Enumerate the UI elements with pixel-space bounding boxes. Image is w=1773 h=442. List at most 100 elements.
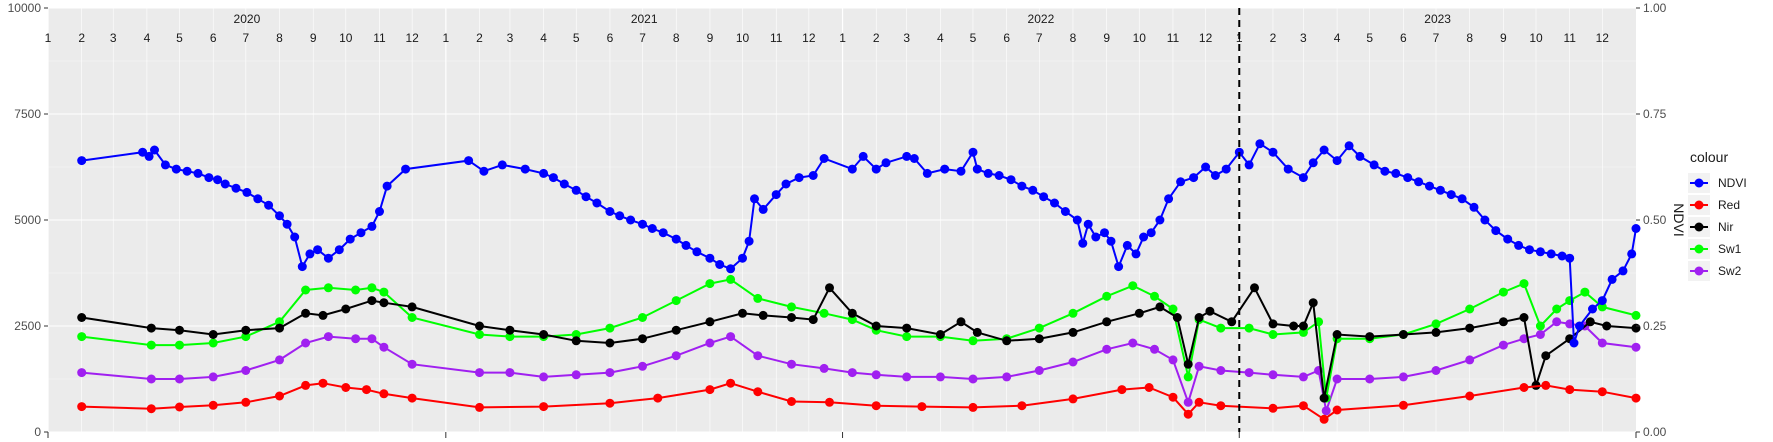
data-point-red <box>208 400 218 410</box>
data-point-sw2 <box>1216 366 1226 375</box>
data-point-ndvi <box>1435 185 1445 195</box>
legend-label: Nir <box>1718 220 1733 234</box>
data-point-ndvi <box>794 173 804 183</box>
month-label: 12 <box>802 31 816 45</box>
data-point-nir <box>1298 321 1308 331</box>
data-point-nir <box>1034 334 1044 344</box>
data-point-ndvi <box>1355 151 1365 161</box>
data-point-ndvi <box>1369 160 1379 170</box>
data-point-ndvi <box>367 221 377 231</box>
data-point-nir <box>407 302 417 312</box>
data-point-nir <box>77 313 87 322</box>
data-point-red <box>77 402 87 412</box>
month-label: 2 <box>1270 31 1277 45</box>
data-point-ndvi <box>1380 166 1390 176</box>
data-point-ndvi <box>781 179 791 189</box>
data-point-ndvi <box>1446 190 1456 200</box>
data-point-sw2 <box>1102 344 1112 354</box>
data-point-ndvi <box>1255 139 1265 149</box>
data-point-ndvi <box>1028 185 1038 195</box>
month-label: 10 <box>339 31 353 45</box>
data-point-red <box>1565 385 1575 395</box>
data-point-red <box>1216 401 1226 411</box>
data-point-sw2 <box>1597 338 1607 348</box>
data-point-ndvi <box>1588 304 1597 314</box>
data-point-ndvi <box>871 164 881 174</box>
data-point-nir <box>1332 330 1342 339</box>
data-point-nir <box>1398 330 1408 339</box>
data-point-sw2 <box>146 374 156 384</box>
year-label: 2020 <box>234 12 261 26</box>
data-point-ndvi <box>1210 171 1220 180</box>
data-point-ndvi <box>282 219 292 229</box>
data-point-ndvi <box>1100 228 1109 238</box>
data-point-ndvi <box>956 166 966 176</box>
data-point-ndvi <box>1391 168 1401 178</box>
data-point-ndvi <box>858 151 868 161</box>
data-point-nir <box>871 321 881 331</box>
data-point-ndvi <box>1618 266 1628 276</box>
data-point-ndvi <box>1631 224 1641 233</box>
data-point-ndvi <box>138 147 148 157</box>
data-point-sw2 <box>847 368 857 378</box>
data-point-nir <box>318 310 328 320</box>
data-point-nir <box>1268 319 1278 329</box>
month-label: 1 <box>45 31 52 45</box>
month-label: 11 <box>373 31 386 45</box>
legend-key-point <box>1694 178 1704 188</box>
data-point-sw2 <box>787 359 796 369</box>
data-point-sw2 <box>1034 366 1044 375</box>
series-ndvi <box>77 139 1641 348</box>
data-point-red <box>653 393 663 403</box>
data-point-sw1 <box>379 287 389 297</box>
data-point-nir <box>1172 313 1182 322</box>
data-point-nir <box>379 298 389 308</box>
data-point-nir <box>1194 313 1204 322</box>
data-point-nir <box>1541 351 1551 361</box>
month-label: 10 <box>1133 31 1147 45</box>
data-point-sw2 <box>351 334 361 344</box>
data-point-sw2 <box>1268 370 1278 380</box>
data-point-red <box>787 397 796 406</box>
data-point-nir <box>825 283 834 293</box>
data-point-red <box>318 378 328 388</box>
data-point-nir <box>956 317 966 327</box>
data-point-nir <box>208 330 218 339</box>
data-point-ndvi <box>204 173 214 183</box>
month-label: 9 <box>1500 31 1507 45</box>
data-point-ndvi <box>150 145 159 155</box>
y-right-axis-title: NDVI <box>1671 203 1687 236</box>
data-point-ndvi <box>1122 240 1132 250</box>
data-point-nir <box>146 323 156 333</box>
data-point-sw2 <box>301 338 311 348</box>
data-point-ndvi <box>242 187 252 197</box>
data-point-sw2 <box>902 372 912 382</box>
data-point-red <box>825 397 834 407</box>
month-label: 8 <box>1070 31 1077 45</box>
y-left-tick-label: 7500 <box>14 107 41 121</box>
legend-key-point <box>1694 222 1704 232</box>
data-point-ndvi <box>345 234 355 244</box>
legend: colour NDVI Red Nir Sw1 Sw2 <box>1688 149 1747 281</box>
data-point-ndvi <box>1221 164 1231 174</box>
data-point-ndvi <box>1146 228 1156 238</box>
data-point-red <box>1068 394 1078 404</box>
data-point-sw2 <box>1431 366 1441 375</box>
data-point-sw1 <box>1068 308 1078 318</box>
data-point-nir <box>1183 359 1193 369</box>
data-point-ndvi <box>1480 215 1490 225</box>
data-point-red <box>968 402 978 412</box>
data-point-red <box>146 404 156 414</box>
month-label: 2 <box>873 31 880 45</box>
data-point-sw1 <box>241 332 251 342</box>
data-point-ndvi <box>972 164 982 174</box>
data-point-ndvi <box>726 264 736 274</box>
data-point-sw2 <box>1183 397 1193 407</box>
data-point-ndvi <box>605 207 615 216</box>
month-label: 5 <box>176 31 183 45</box>
data-point-red <box>275 391 284 401</box>
data-point-red <box>1268 403 1278 413</box>
data-point-ndvi <box>1319 145 1329 155</box>
data-point-ndvi <box>213 175 223 185</box>
